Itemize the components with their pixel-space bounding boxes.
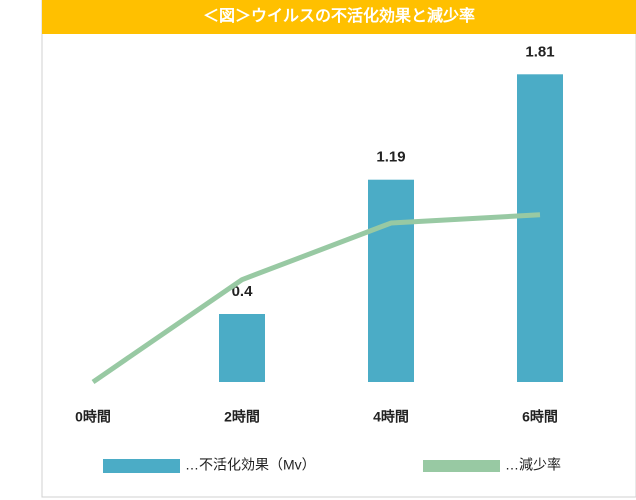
- title-bar: [42, 0, 636, 34]
- data-label: 0.4: [232, 283, 254, 300]
- x-tick-label: 0時間: [75, 409, 111, 425]
- chart-title: ＜図＞ウイルスの不活化効果と減少率: [203, 6, 475, 25]
- bar: [368, 179, 414, 382]
- x-tick-label: 6時間: [522, 409, 558, 425]
- x-tick-label: 2時間: [224, 409, 260, 425]
- data-label: 1.81: [525, 43, 554, 60]
- x-tick-label: 4時間: [373, 409, 409, 425]
- bar: [517, 74, 563, 383]
- bar: [219, 314, 265, 382]
- line: [91, 212, 541, 385]
- legend-label: …減少率: [505, 457, 561, 473]
- legend-swatch: [103, 459, 180, 473]
- data-label: 1.19: [376, 149, 405, 166]
- legend-label: …不活化効果（Mv）: [185, 457, 316, 473]
